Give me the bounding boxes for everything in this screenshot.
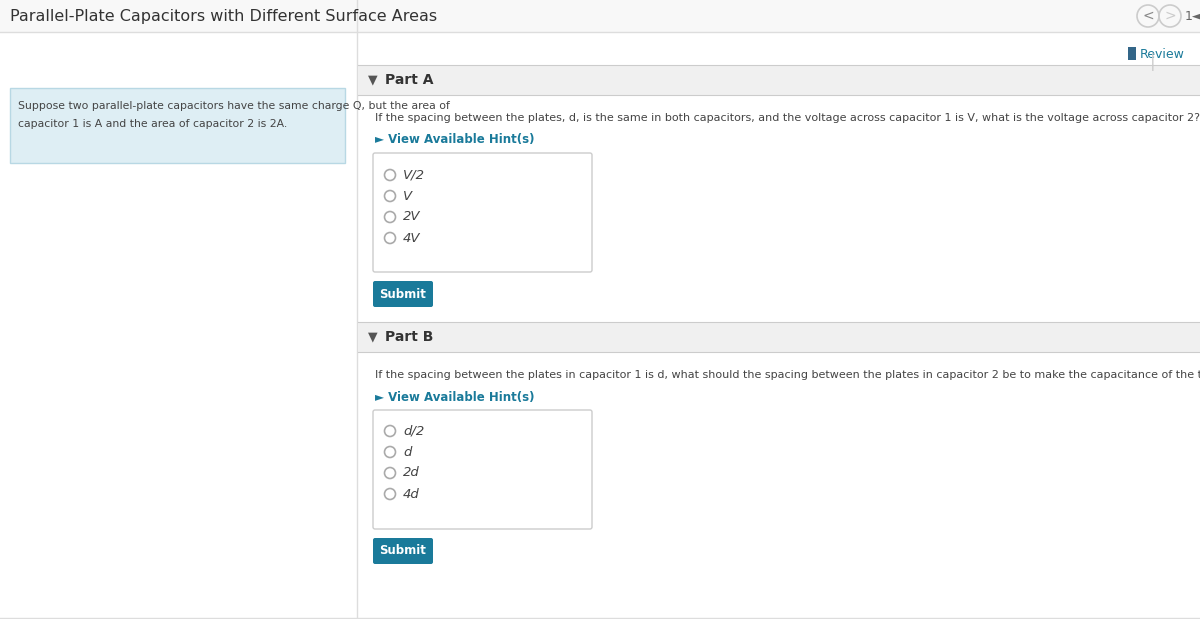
Text: d/2: d/2: [403, 425, 425, 438]
Text: 4V: 4V: [403, 232, 420, 245]
Bar: [1128, 47, 1136, 60]
FancyBboxPatch shape: [373, 538, 433, 564]
Text: V: V: [403, 189, 412, 202]
FancyBboxPatch shape: [373, 410, 592, 529]
Text: Review: Review: [1140, 48, 1184, 61]
Text: 4d: 4d: [403, 488, 420, 501]
Text: Parallel-Plate Capacitors with Different Surface Areas: Parallel-Plate Capacitors with Different…: [10, 9, 437, 24]
Text: ► View Available Hint(s): ► View Available Hint(s): [374, 134, 534, 147]
Bar: [358, 322, 1200, 352]
Text: Part A: Part A: [385, 73, 433, 87]
Text: ▼: ▼: [368, 331, 378, 344]
Text: Part B: Part B: [385, 330, 433, 344]
FancyBboxPatch shape: [10, 88, 346, 163]
Bar: [358, 65, 1200, 95]
Text: 2d: 2d: [403, 467, 420, 480]
Text: capacitor 1 is A and the area of capacitor 2 is 2A.: capacitor 1 is A and the area of capacit…: [18, 119, 287, 129]
Text: If the spacing between the plates, d, is the same in both capacitors, and the vo: If the spacing between the plates, d, is…: [374, 113, 1200, 123]
Text: |: |: [1150, 53, 1156, 71]
Text: Submit: Submit: [379, 287, 426, 300]
Text: ► View Available Hint(s): ► View Available Hint(s): [374, 391, 534, 404]
Text: Submit: Submit: [379, 545, 426, 558]
Text: V/2: V/2: [403, 168, 425, 181]
FancyBboxPatch shape: [373, 281, 433, 307]
FancyBboxPatch shape: [373, 153, 592, 272]
Text: If the spacing between the plates in capacitor 1 is d, what should the spacing b: If the spacing between the plates in cap…: [374, 370, 1200, 380]
Text: <: <: [1142, 9, 1154, 23]
Text: d: d: [403, 446, 412, 459]
Text: 1◄: 1◄: [1186, 9, 1200, 22]
Text: 2V: 2V: [403, 210, 420, 223]
Text: >: >: [1164, 9, 1176, 23]
Bar: [0, 0, 1200, 32]
Text: Suppose two parallel-plate capacitors have the same charge Q, but the area of: Suppose two parallel-plate capacitors ha…: [18, 101, 450, 111]
Text: ▼: ▼: [368, 74, 378, 87]
